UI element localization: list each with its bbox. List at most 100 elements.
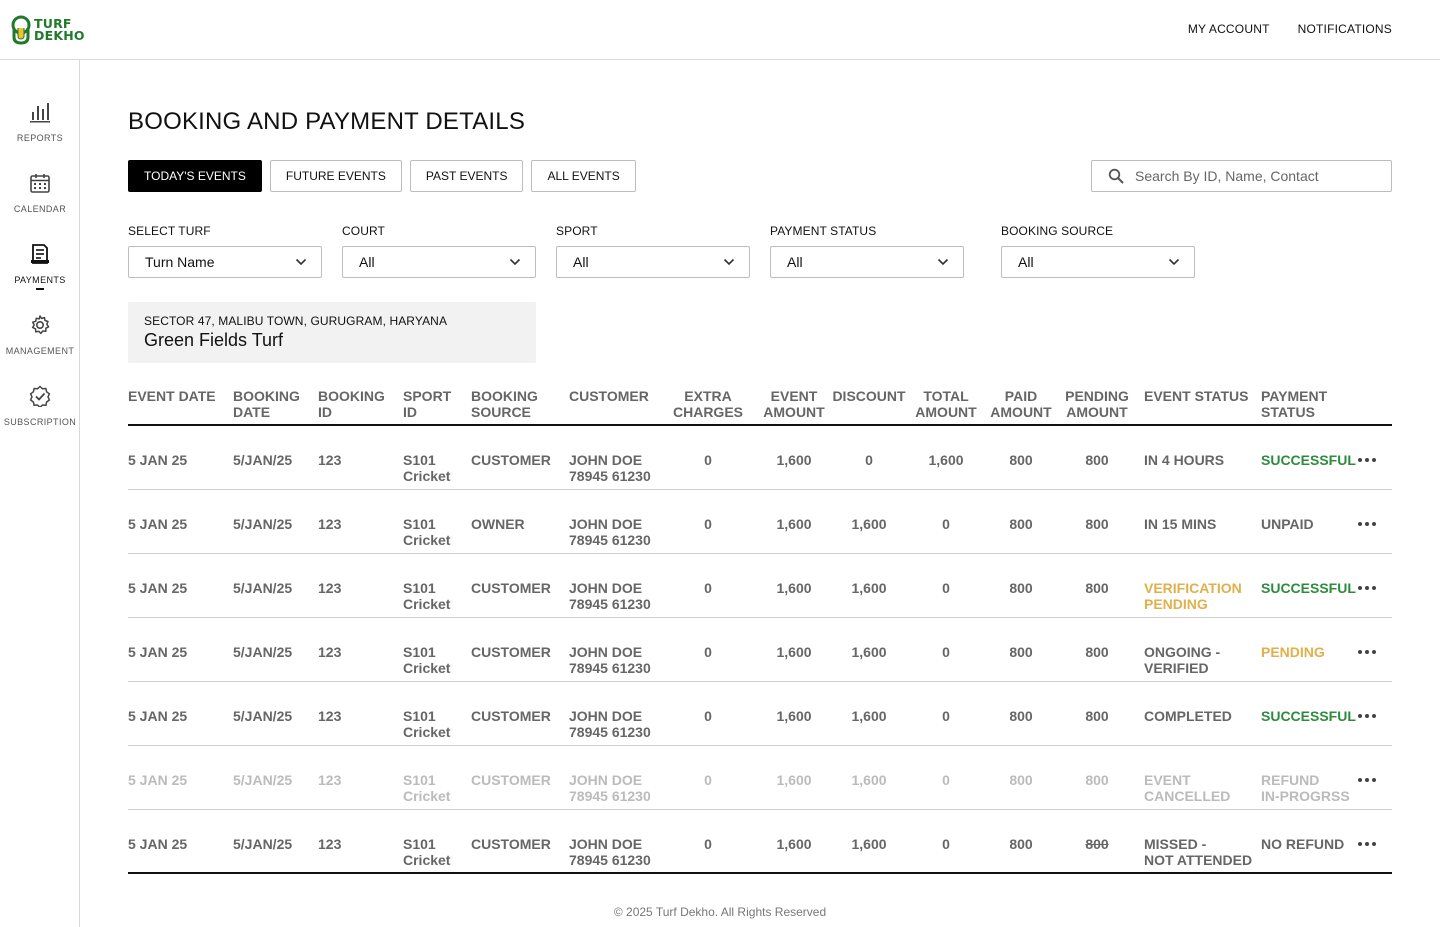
cell-line: BOOKING [318, 388, 385, 404]
cell-event-amount: 1,600 [776, 452, 812, 468]
booking-source-dropdown[interactable]: All [1001, 246, 1195, 278]
cell-event-amount: 1,600 [776, 836, 812, 852]
cell-paid-amount: 800 [1009, 836, 1033, 852]
page-title: BOOKING AND PAYMENT DETAILS [128, 108, 526, 135]
sidebar-item-management[interactable]: MANAGEMENT [0, 314, 80, 356]
column-header-sport-id: SPORT ID [403, 388, 451, 420]
column-header-pending-amount: PENDING AMOUNT [1065, 388, 1129, 420]
cell-discount: 1,600 [851, 644, 887, 660]
cell-event-status: MISSED - NOT ATTENDED [1144, 836, 1252, 868]
tab-future-events[interactable]: FUTURE EVENTS [269, 160, 402, 192]
table-row[interactable]: 5 JAN 25 5/JAN/25 123 S101 Cricket CUSTOMER JO… [128, 682, 1392, 746]
court-dropdown[interactable]: All [342, 246, 536, 278]
cell-line: S101 [403, 580, 436, 596]
cell-total-amount: 0 [942, 708, 950, 724]
cell-sport-id: S101 Cricket [403, 580, 450, 612]
tab-all-events[interactable]: ALL EVENTS [531, 160, 636, 192]
cell-paid-amount: 800 [1009, 772, 1033, 788]
tab-todays-events[interactable]: TODAY'S EVENTS [128, 160, 262, 192]
cell-paid-amount: 800 [1009, 644, 1033, 660]
table-row[interactable]: 5 JAN 25 5/JAN/25 123 S101 Cricket CUSTOMER JO… [128, 426, 1392, 490]
payment-status-dropdown[interactable]: All [770, 246, 964, 278]
more-options-icon[interactable] [1358, 708, 1378, 724]
table-row[interactable]: 5 JAN 25 5/JAN/25 123 S101 Cricket CUSTOMER JO… [128, 746, 1392, 810]
cell-event-status: IN 4 HOURS [1144, 452, 1224, 468]
calendar-icon [30, 174, 50, 193]
more-options-icon[interactable] [1358, 772, 1378, 788]
dropdown-value: Turn Name [145, 254, 215, 270]
cell-line: Cricket [403, 468, 451, 484]
cell-line: JOHN DOE [569, 580, 643, 596]
cell-sport-id: S101 Cricket [403, 836, 450, 868]
chevron-down-icon [1168, 258, 1180, 266]
cell-line: DATE [233, 404, 271, 420]
cell-line: 78945 61230 [569, 852, 651, 868]
sidebar-item-label: CALENDAR [13, 204, 67, 214]
column-header-payment-status: PAYMENT STATUS [1261, 388, 1327, 420]
dot [1358, 714, 1362, 718]
column-header-event-status: EVENT STATUS [1144, 388, 1249, 404]
sidebar-item-label: MANAGEMENT [5, 346, 75, 356]
dropdown-value: All [359, 254, 375, 270]
dot [1372, 778, 1376, 782]
cell-booking-id: 123 [318, 644, 342, 660]
cell-booking-source: CUSTOMER [471, 644, 551, 660]
sidebar-item-calendar[interactable]: CALENDAR [0, 172, 80, 214]
dropdown-value: All [573, 254, 589, 270]
logo[interactable]: TURF DEKHO [10, 14, 85, 46]
table-row[interactable]: 5 JAN 25 5/JAN/25 123 S101 Cricket CUSTOMER JO… [128, 618, 1392, 682]
cell-line: JOHN DOE [569, 452, 643, 468]
sidebar-item-reports[interactable]: REPORTS [0, 101, 80, 143]
cell-line: SUCCESSFUL [1261, 708, 1356, 724]
more-options-icon[interactable] [1358, 836, 1378, 852]
cell-booking-date: 5/JAN/25 [233, 516, 293, 532]
footer-copyright: © 2025 Turf Dekho. All Rights Reserved [613, 905, 827, 919]
gear-icon [31, 315, 50, 335]
select-turf-dropdown[interactable]: Turn Name [128, 246, 322, 278]
cell-sport-id: S101 Cricket [403, 708, 450, 740]
cell-event-status: IN 15 MINS [1144, 516, 1216, 532]
filter-payment-status: PAYMENT STATUS All [770, 224, 964, 278]
table-row[interactable]: 5 JAN 25 5/JAN/25 123 S101 Cricket CUSTOMER JO… [128, 810, 1392, 874]
top-nav: MY ACCOUNT NOTIFICATIONS [1188, 22, 1392, 36]
cell-booking-id: 123 [318, 772, 342, 788]
more-options-icon[interactable] [1358, 516, 1378, 532]
cell-paid-amount: 800 [1009, 452, 1033, 468]
my-account-link[interactable]: MY ACCOUNT [1187, 22, 1270, 36]
column-header-booking-id: BOOKING ID [318, 388, 385, 420]
search-input[interactable] [1135, 168, 1375, 184]
cell-payment-status: REFUND IN-PROGRSS [1261, 772, 1350, 804]
receipt-icon [31, 244, 49, 264]
table-row[interactable]: 5 JAN 25 5/JAN/25 123 S101 Cricket CUSTOMER JO… [128, 554, 1392, 618]
cell-extra-charges: 0 [704, 836, 712, 852]
logo-icon [11, 15, 31, 45]
more-options-icon[interactable] [1358, 580, 1378, 596]
sidebar-item-subscription[interactable]: SUBSCRIPTION [0, 385, 80, 427]
cell-line: IN 15 MINS [1144, 516, 1217, 532]
cell-payment-status: UNPAID [1261, 516, 1314, 532]
cell-customer: JOHN DOE 78945 61230 [569, 836, 651, 868]
more-options-icon[interactable] [1358, 452, 1378, 468]
more-options-icon[interactable] [1358, 644, 1378, 660]
dot [1365, 714, 1369, 718]
cell-customer: JOHN DOE 78945 61230 [569, 772, 651, 804]
column-header-event-date: EVENT DATE [128, 388, 216, 404]
dot [1358, 650, 1362, 654]
table-row[interactable]: 5 JAN 25 5/JAN/25 123 S101 Cricket OWNER JOHN … [128, 490, 1392, 554]
cell-event-amount: 1,600 [776, 580, 812, 596]
column-header-event-amount: EVENT AMOUNT [763, 388, 824, 420]
cell-line: NOT ATTENDED [1144, 852, 1253, 868]
cell-line: EVENT DATE [128, 388, 216, 404]
notifications-link[interactable]: NOTIFICATIONS [1297, 22, 1392, 36]
tab-past-events[interactable]: PAST EVENTS [409, 160, 524, 192]
cell-booking-id: 123 [318, 708, 342, 724]
sidebar-item-payments[interactable]: PAYMENTS [0, 243, 80, 290]
sidebar-item-label: PAYMENTS [14, 275, 66, 285]
cell-line: Cricket [403, 788, 451, 804]
dot [1365, 842, 1369, 846]
cell-line: EVENT STATUS [1144, 388, 1249, 404]
filter-label: SELECT TURF [128, 224, 211, 238]
sport-dropdown[interactable]: All [556, 246, 750, 278]
cell-line: EVENT [1144, 772, 1191, 788]
dot [1358, 522, 1362, 526]
